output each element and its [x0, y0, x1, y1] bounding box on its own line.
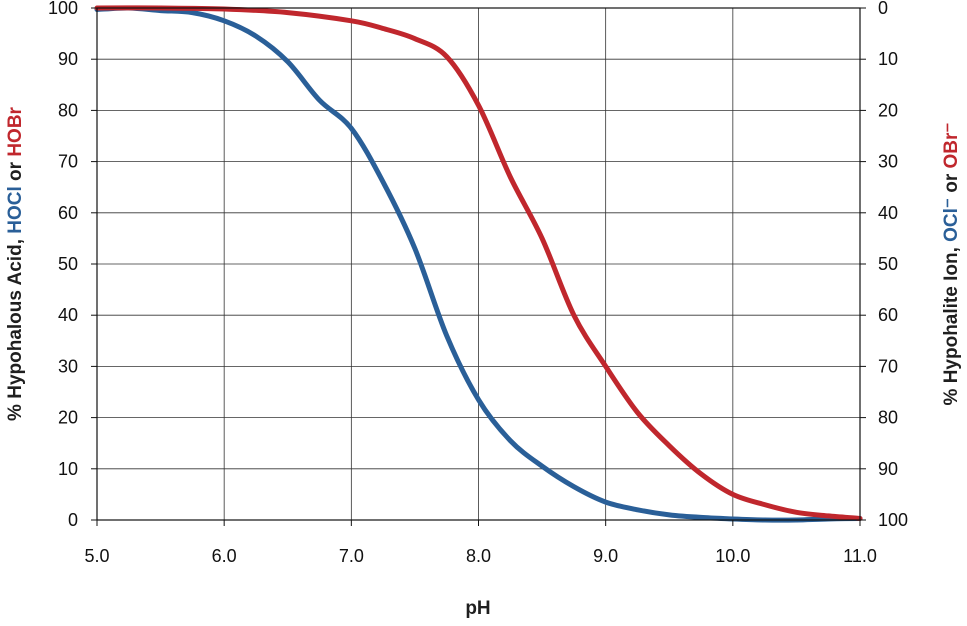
- x-axis-ticks: 5.0 6.0 7.0 8.0 9.0 10.0 11.0: [84, 520, 877, 566]
- y2-tick-label: 30: [878, 152, 898, 172]
- y-tick-label: 70: [58, 152, 78, 172]
- y2-axis-title: % Hypohalite Ion, OCl⁻ or OBr⁻: [941, 123, 962, 406]
- y2label-part: or: [941, 168, 962, 198]
- y-axis-title: % Hypohalous Acid, HOCl or HOBr: [5, 106, 26, 421]
- ylabel-part: % Hypohalous Acid,: [5, 234, 26, 421]
- y2-tick-label: 10: [878, 49, 898, 69]
- y-tick-label: 50: [58, 254, 78, 274]
- y2-tick-label: 90: [878, 459, 898, 479]
- y-tick-label: 0: [68, 510, 78, 530]
- y-axis-ticks: 0 10 20 30 40 50 60 70 80 90 100: [48, 0, 97, 530]
- series-line-0: [94, 5, 863, 523]
- y2-tick-label: 0: [878, 0, 888, 18]
- y-tick-label: 100: [48, 0, 78, 18]
- x-tick-label: 6.0: [212, 546, 237, 566]
- y2-tick-label: 40: [878, 203, 898, 223]
- x-tick-label: 11.0: [843, 546, 877, 566]
- y2-tick-label: 20: [878, 100, 898, 120]
- y2label-part: OCl⁻: [941, 198, 962, 242]
- y-tick-label: 90: [58, 49, 78, 69]
- x-tick-label: 10.0: [715, 546, 750, 566]
- x-tick-label: 9.0: [593, 546, 618, 566]
- y2-tick-label: 80: [878, 408, 898, 428]
- x-axis-title: pH: [465, 598, 490, 619]
- y2label-part: % Hypohalite Ion,: [941, 242, 962, 406]
- y2-tick-label: 70: [878, 356, 898, 376]
- ylabel-part: HOBr: [5, 106, 26, 156]
- y-tick-label: 80: [58, 100, 78, 120]
- y-tick-label: 10: [58, 459, 78, 479]
- series-line-1: [94, 5, 863, 521]
- y2-tick-label: 50: [878, 254, 898, 274]
- y2-tick-label: 60: [878, 305, 898, 325]
- y2-tick-label: 100: [878, 510, 908, 530]
- x-tick-label: 5.0: [84, 546, 109, 566]
- x-tick-label: 8.0: [466, 546, 491, 566]
- y-tick-label: 60: [58, 203, 78, 223]
- x-tick-label: 7.0: [339, 546, 364, 566]
- y-tick-label: 20: [58, 408, 78, 428]
- y-tick-label: 30: [58, 356, 78, 376]
- grid: [96, 7, 861, 521]
- series-lines: [94, 5, 863, 523]
- ylabel-part: or: [5, 157, 26, 187]
- ylabel-part: HOCl: [5, 186, 26, 234]
- y2label-part: OBr⁻: [941, 123, 962, 169]
- y-tick-label: 40: [58, 305, 78, 325]
